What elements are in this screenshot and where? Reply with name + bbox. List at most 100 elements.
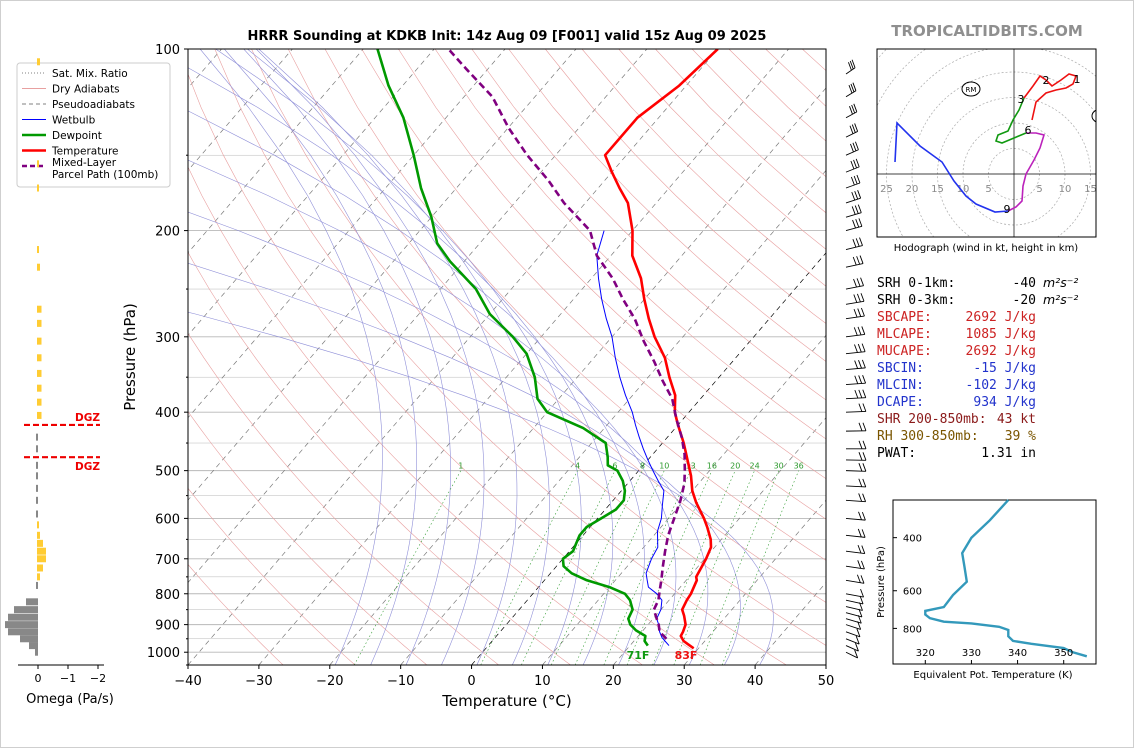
wind-barb — [845, 593, 864, 598]
theta-e-x-tick-label: 320 — [916, 648, 935, 659]
mixing-ratio-label: 30 — [774, 462, 784, 471]
x-tick-label: 50 — [818, 674, 835, 689]
wind-barb-flag — [858, 403, 863, 412]
wind-barb-flag — [856, 256, 861, 265]
wind-barb-flag — [858, 440, 863, 449]
wind-barb-flag — [862, 440, 867, 449]
index-value: -40 — [1013, 276, 1036, 291]
wind-barb-flag — [854, 344, 858, 353]
mixing-ratio-line — [480, 470, 578, 665]
wind-barb-flag — [860, 560, 865, 570]
wind-barb-flag — [858, 608, 863, 618]
x-tick-label: −30 — [245, 674, 272, 689]
omega-bar — [36, 510, 38, 518]
omega-bar — [37, 411, 42, 419]
wind-barb-flag — [857, 615, 862, 624]
wind-barb-flag — [861, 529, 866, 538]
dry-adiabat-line — [188, 73, 715, 665]
temperature-line — [603, 49, 719, 650]
x-axis-label: Temperature (°C) — [441, 692, 571, 710]
wind-barb-flag — [857, 308, 862, 317]
wind-barb-flag — [858, 478, 863, 487]
isotherm-line — [188, 49, 364, 254]
wind-barb-flag — [855, 141, 859, 150]
dry-adiabat-line — [251, 49, 826, 646]
wind-barb — [845, 351, 866, 355]
wind-barb-flag — [852, 142, 857, 151]
theta-e-y-tick-label: 400 — [903, 534, 922, 545]
hodograph-trace — [894, 121, 1009, 213]
wind-barb-flag — [852, 239, 857, 248]
wind-barb-flag — [862, 375, 867, 384]
legend-label: Temperature — [51, 146, 119, 158]
wind-barb-flag — [853, 159, 857, 169]
wind-barb-flag — [861, 326, 866, 335]
legend-label: Sat. Mix. Ratio — [52, 68, 128, 80]
y-tick-label: 100 — [155, 43, 180, 58]
dewpoint-line — [376, 49, 649, 647]
wind-barb-flag — [858, 360, 862, 369]
wind-barb — [845, 638, 860, 645]
omega-bar — [37, 398, 42, 406]
wind-barb — [845, 606, 863, 611]
index-value: 2692 J/kg — [966, 310, 1036, 325]
omega-bar — [37, 539, 43, 547]
wind-barb-flag — [854, 191, 859, 200]
hodograph-ring-label: 15 — [1084, 184, 1097, 195]
wind-barb-flag — [858, 493, 863, 502]
index-unit: m²s⁻² — [1043, 275, 1078, 290]
omega-bar — [36, 445, 38, 453]
index-unit: m²s⁻² — [1043, 292, 1078, 307]
wind-barb-flag — [855, 238, 860, 247]
wind-barb — [845, 333, 865, 338]
wind-barb-flag — [853, 327, 858, 336]
omega-bar — [37, 384, 42, 392]
index-label: MUCAPE: — [877, 344, 932, 359]
wind-barb-flag — [853, 308, 858, 318]
omega-bar — [37, 184, 39, 192]
wind-barb-flag — [849, 106, 853, 115]
wind-barb-flag — [857, 190, 862, 199]
omega-bar — [36, 581, 38, 589]
y-tick-label: 600 — [155, 512, 180, 527]
dry-adiabat-line — [434, 49, 826, 440]
wind-barb-flag — [857, 343, 862, 353]
pseudoadiabat-line — [188, 262, 741, 665]
index-value: 934 J/kg — [973, 395, 1036, 410]
right-mover-marker — [961, 81, 981, 97]
index-label: SHR 200-850mb: — [877, 412, 987, 427]
mixing-ratio-line — [521, 470, 616, 665]
mixing-ratio-line — [574, 470, 665, 665]
omega-bar — [5, 621, 38, 629]
index-value: 43 kt — [997, 412, 1036, 427]
dry-adiabat-line — [287, 49, 826, 603]
mixing-ratio-label: 6 — [612, 462, 617, 471]
mixing-ratio-label: 4 — [575, 462, 580, 471]
mixing-ratio-label: 8 — [640, 462, 645, 471]
theta-e-x-label: Equivalent Pot. Temperature (K) — [913, 670, 1072, 681]
theta-e-y-tick-label: 800 — [903, 624, 922, 635]
index-label: MLCIN: — [877, 378, 924, 393]
pseudoadiabat-line — [215, 49, 582, 665]
pseudoadiabat-line — [224, 49, 418, 665]
wind-barb — [845, 225, 863, 232]
hodograph-ring-label: 15 — [931, 184, 944, 195]
wind-barb-flag — [854, 360, 859, 369]
theta-e-y-tick-label: 600 — [903, 587, 922, 598]
isotherm-line — [188, 49, 435, 336]
dry-adiabat-line — [188, 487, 356, 665]
omega-bar — [36, 484, 38, 492]
wind-barb — [845, 131, 858, 138]
x-tick-label: 20 — [605, 674, 622, 689]
index-value: 1085 J/kg — [966, 327, 1036, 342]
wind-barb — [845, 300, 865, 305]
wind-barb-flag — [858, 511, 862, 520]
wind-barb-flag — [851, 59, 856, 68]
wind-barb-flag — [849, 60, 854, 70]
omega-bar — [37, 547, 46, 555]
surface-temperature-label: 83F — [675, 649, 698, 662]
x-tick-label: −40 — [174, 674, 201, 689]
wind-barb-flag — [858, 218, 863, 227]
wind-barb — [845, 534, 866, 538]
